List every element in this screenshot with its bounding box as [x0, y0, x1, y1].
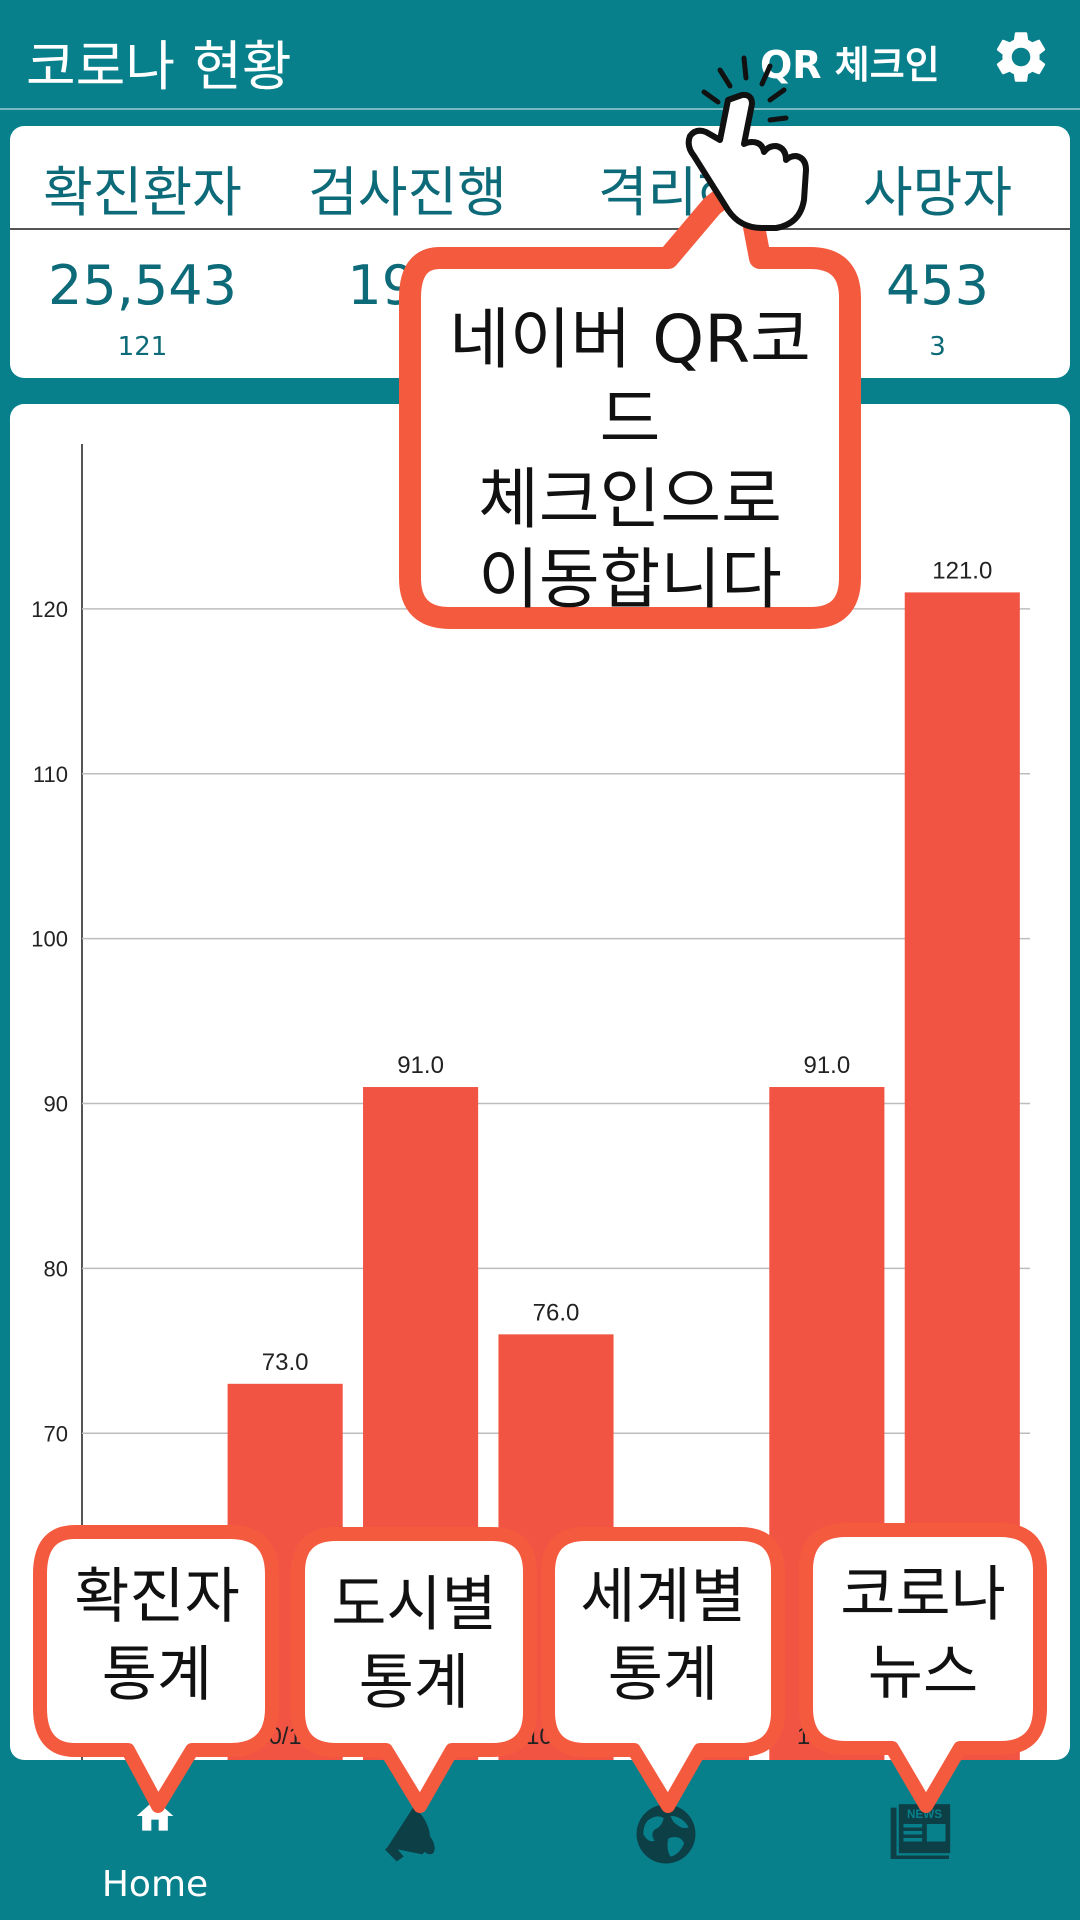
nav-tip-line: 통계 [48, 1636, 266, 1714]
y-tick-label: 80 [44, 1256, 68, 1281]
globe-icon [632, 1800, 700, 1868]
x-tick-label: 10/17 [255, 1723, 315, 1750]
y-tick-label: 70 [44, 1421, 68, 1446]
megaphone-icon [378, 1796, 448, 1866]
qr-checkin-button[interactable]: QR 체크인 [760, 34, 940, 89]
nav-tip-line: 통계 [304, 1644, 524, 1722]
nav-tip-line: 코로나 [812, 1556, 1034, 1634]
nav-tip-line: 도시별 [304, 1566, 524, 1644]
stat-value: 453 [805, 254, 1070, 317]
app-title: 코로나 현황 [26, 22, 292, 101]
y-tick-label: 110 [33, 762, 68, 787]
nav-world-stats[interactable] [530, 1760, 800, 1920]
qr-tip-text: 네이버 QR코드 체크인으로 이동합니다 [420, 300, 840, 620]
stat-value: 25,543 [10, 254, 275, 317]
app-header: 코로나 현황 QR 체크인 [0, 0, 1080, 110]
y-tick-label: 100 [31, 927, 68, 952]
qr-tip-line: 체크인으로 [420, 460, 840, 540]
nav-label: Home [20, 1864, 290, 1905]
qr-tip-line: 이동합니다 [420, 540, 840, 620]
nav-tip-line: 확진자 [48, 1558, 266, 1636]
nav-tip-text-2: 도시별 통계 [304, 1566, 524, 1722]
stat-label: 확진환자 [10, 148, 275, 227]
nav-tip-text-3: 세계별 통계 [554, 1558, 772, 1714]
stat-delta: 121 [10, 332, 275, 362]
stat-delta: 3 [805, 332, 1070, 362]
bar-value-label: 76.0 [533, 1299, 580, 1326]
nav-city-stats[interactable] [280, 1760, 550, 1920]
bar-value-label: 91.0 [803, 1052, 850, 1079]
nav-tip-line: 세계별 [554, 1558, 772, 1636]
bar-value-label: 73.0 [262, 1349, 309, 1376]
x-tick-label: 10/19 [526, 1723, 586, 1750]
nav-tip-line: 뉴스 [812, 1634, 1034, 1712]
newspaper-icon: NEWS [886, 1796, 956, 1866]
gear-icon[interactable] [990, 26, 1052, 88]
home-icon [133, 1794, 177, 1838]
stats-divider [10, 228, 1070, 230]
nav-tip-line: 통계 [554, 1636, 772, 1714]
x-tick-label: 10/21 [797, 1723, 857, 1750]
x-tick-label: 22 [949, 1723, 976, 1750]
bar-value-label: 121.0 [932, 557, 992, 584]
stat-label: 격리해 [540, 148, 805, 227]
y-tick-label: 90 [44, 1092, 68, 1117]
y-tick-label: 120 [31, 597, 68, 622]
nav-tip-text-4: 코로나 뉴스 [812, 1556, 1034, 1712]
qr-tip-line: 네이버 QR코드 [420, 300, 840, 460]
nav-tip-text-1: 확진자 통계 [48, 1558, 266, 1714]
stat-label: 사망자 [805, 148, 1070, 227]
stat-label: 검사진행 [275, 148, 540, 227]
news-icon-text: NEWS [907, 1808, 942, 1821]
bottom-nav: Home NEWS [0, 1760, 1080, 1920]
nav-home[interactable]: Home [20, 1760, 290, 1920]
bar-value-label: 91.0 [397, 1052, 444, 1079]
nav-news[interactable]: NEWS [790, 1760, 1060, 1920]
